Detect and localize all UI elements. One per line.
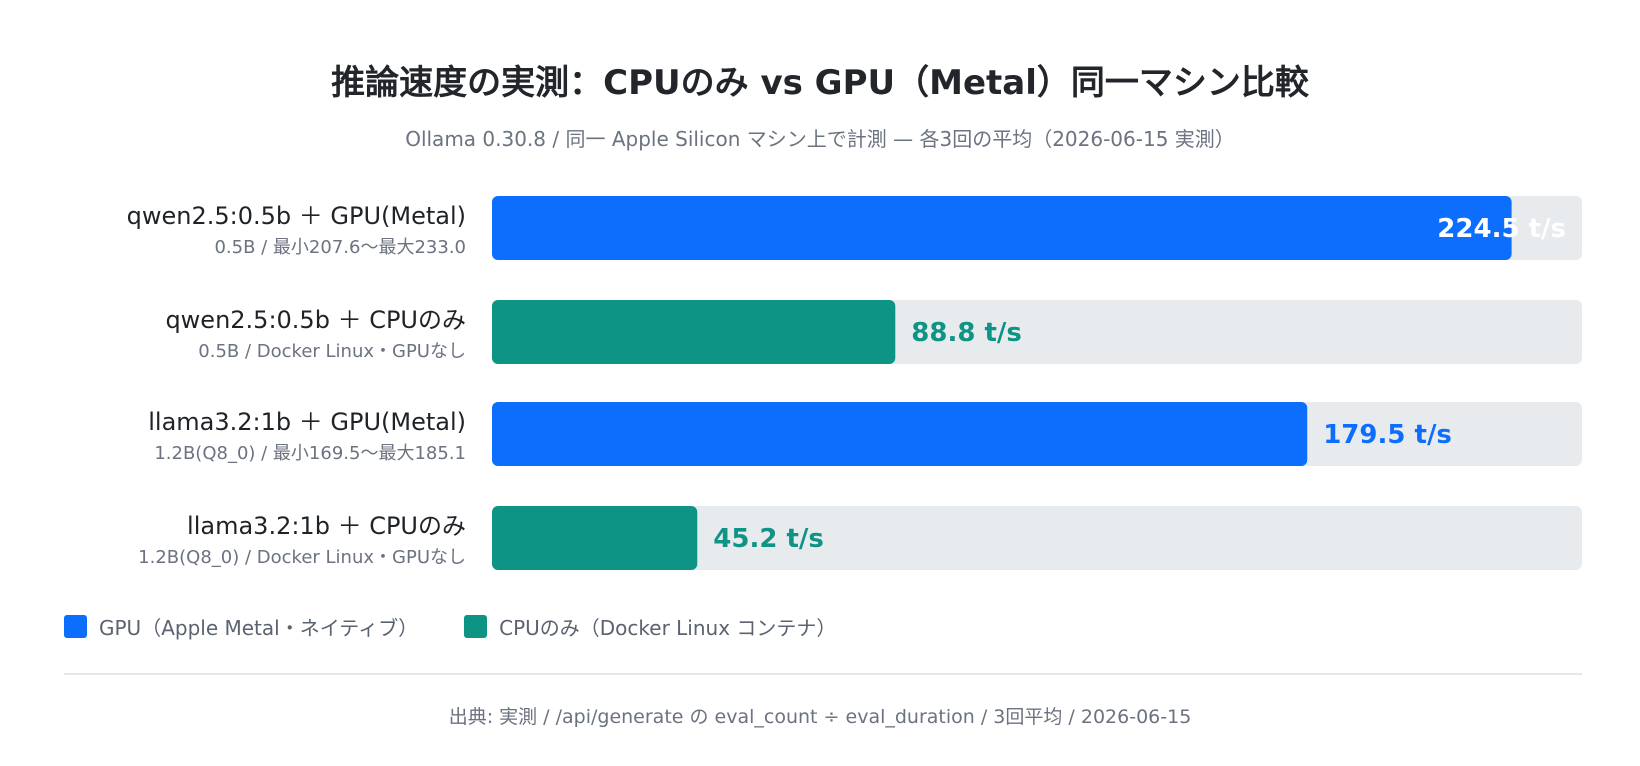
bar-gpu: [492, 402, 1308, 466]
legend-item-cpu: CPUのみ（Docker Linux コンテナ）: [464, 612, 836, 641]
footer-divider: [64, 673, 1582, 675]
data-label: 179.5 t/s: [1323, 420, 1452, 450]
data-label: 224.5 t/s: [1437, 214, 1566, 244]
chart-subtitle: Ollama 0.30.8 / 同一 Apple Silicon マシン上で計測…: [405, 127, 1235, 151]
source-note: 出典: 実測 / /api/generate の eval_count ÷ ev…: [448, 706, 1192, 728]
category-label: qwen2.5:0.5b ＋ GPU(Metal): [127, 202, 466, 230]
legend-swatch-gpu: [64, 615, 87, 638]
category-label: llama3.2:1b ＋ CPUのみ: [187, 512, 466, 540]
category-label: llama3.2:1b ＋ GPU(Metal): [148, 408, 466, 436]
category-label: qwen2.5:0.5b ＋ CPUのみ: [165, 306, 466, 334]
category-sublabel: 0.5B / Docker Linux・GPUなし: [198, 341, 466, 362]
bar-cpu: [492, 506, 698, 570]
bar-chart: qwen2.5:0.5b ＋ GPU(Metal) 0.5B / 最小207.6〜…: [127, 196, 1582, 570]
legend-item-gpu: GPU（Apple Metal・ネイティブ）: [64, 612, 418, 641]
data-label: 88.8 t/s: [911, 318, 1022, 348]
legend: GPU（Apple Metal・ネイティブ） CPUのみ（Docker Linu…: [64, 612, 882, 641]
category-sublabel: 1.2B(Q8_0) / Docker Linux・GPUなし: [138, 547, 466, 568]
chart-title: 推論速度の実測：CPUのみ vs GPU（Metal）同一マシン比較: [331, 63, 1309, 103]
data-label: 45.2 t/s: [713, 524, 824, 554]
legend-label-gpu: GPU（Apple Metal・ネイティブ）: [99, 616, 419, 640]
bar-track: [492, 506, 1582, 570]
category-sublabel: 0.5B / 最小207.6〜最大233.0: [214, 237, 466, 258]
legend-label-cpu: CPUのみ（Docker Linux コンテナ）: [499, 616, 837, 640]
category-sublabel: 1.2B(Q8_0) / 最小169.5〜最大185.1: [154, 443, 466, 464]
bar-cpu: [492, 300, 896, 364]
bar-gpu: [492, 196, 1512, 260]
legend-swatch-cpu: [464, 615, 488, 638]
